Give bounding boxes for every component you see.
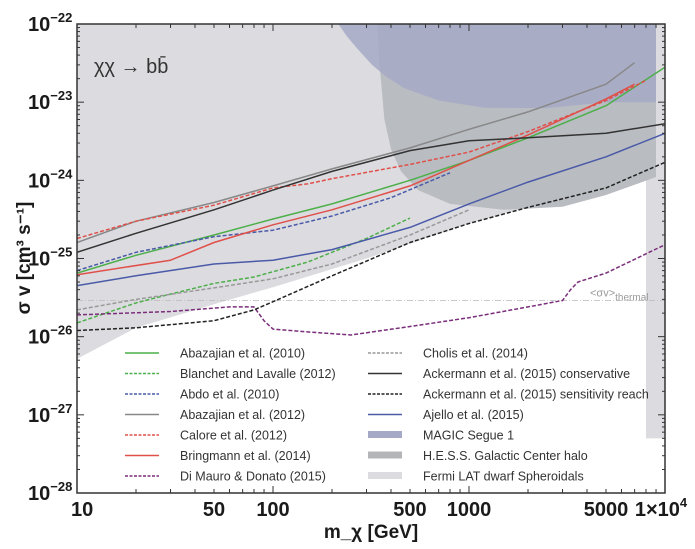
x-tick-label-base: 1000 [447, 499, 492, 521]
y-tick-label-exp: −27 [50, 401, 72, 416]
legend-swatch [368, 431, 402, 438]
region-magic-segue-1 [338, 24, 656, 109]
legend-swatch [368, 451, 402, 459]
legend-item: Abdo et al. (2010) [125, 388, 279, 402]
x-tick-label: 100 [256, 499, 289, 521]
y-tick-label: 10−22 [28, 10, 72, 36]
legend-item: MAGIC Segue 1 [368, 429, 514, 443]
y-tick-label: 10−27 [28, 401, 72, 427]
y-tick-label-base: 10 [28, 14, 50, 36]
series-calore-et-al-2012 [77, 79, 647, 240]
tick-labels: 10 50 100 500 1000 5000 1×10410−2210−2310−2410… [28, 10, 688, 521]
legend-label: Ajello et al. (2015) [423, 408, 524, 422]
legend-label: Abazajian et al. (2010) [180, 347, 305, 361]
y-tick-label-base: 10 [28, 327, 50, 349]
x-tick-label: 50 [203, 499, 225, 521]
legend-item: Calore et al. (2012) [125, 429, 287, 443]
y-tick-label: 10−25 [28, 245, 72, 271]
x-tick-label-base: 100 [256, 499, 289, 521]
legend-label: Bringmann et al. (2014) [180, 449, 311, 463]
legend-item: Abazajian et al. (2012) [125, 408, 305, 422]
legend-label: Calore et al. (2012) [180, 429, 287, 443]
legend-item: Cholis et al. (2014) [368, 347, 528, 361]
series-ackermann-et-al-2015-sensitivity-reach [77, 161, 665, 332]
series-bringmann-et-al-2014 [77, 83, 635, 276]
x-tick-label-exp: 4 [680, 495, 688, 510]
x-tick-label-base: 500 [393, 499, 426, 521]
y-tick-label-exp: −28 [50, 479, 72, 494]
series-di-mauro-donato-2015 [77, 244, 665, 336]
y-tick-label-base: 10 [28, 170, 50, 192]
series-abazajian-et-al-2012 [77, 62, 636, 244]
legend-label: Abazajian et al. (2012) [180, 408, 305, 422]
legend-label: MAGIC Segue 1 [423, 429, 514, 443]
legend: Abazajian et al. (2010) Blanchet and Lava… [125, 347, 649, 484]
x-axis-title: m_χ [GeV] [324, 522, 418, 543]
legend-item: Fermi LAT dwarf Spheroidals [368, 470, 584, 484]
y-tick-label-exp: −25 [50, 245, 72, 260]
x-tick-label-base: 10 [71, 499, 93, 521]
legend-item: Abazajian et al. (2010) [125, 347, 305, 361]
process-annotation: χχ → bb̄ [94, 55, 168, 78]
series-cholis-et-al-2014 [77, 209, 470, 311]
y-tick-label-base: 10 [28, 405, 50, 427]
legend-label: Blanchet and Lavalle (2012) [180, 367, 336, 381]
legend-item: H.E.S.S. Galactic Center halo [368, 449, 588, 463]
x-tick-label: 1×104 [635, 495, 688, 521]
y-tick-label: 10−28 [28, 479, 72, 505]
y-tick-label-exp: −26 [50, 323, 72, 338]
legend-swatch [368, 472, 402, 479]
y-tick-label-exp: −24 [50, 166, 73, 181]
thermal-label-main: <σv> [590, 288, 615, 300]
series-ajello-et-al-2015 [77, 132, 665, 287]
series-abdo-et-al-2010 [77, 172, 451, 272]
legend-label: Ackermann et al. (2015) sensitivity reac… [423, 388, 649, 402]
legend-label: Fermi LAT dwarf Spheroidals [423, 470, 584, 484]
x-tick-label-base: 5000 [584, 499, 629, 521]
y-tick-label-base: 10 [28, 249, 50, 271]
series-lines [77, 62, 665, 336]
series-ackermann-et-al-2015-conservative [77, 122, 665, 254]
x-tick-label: 10 [71, 499, 93, 521]
x-tick-label: 500 [393, 499, 426, 521]
legend-item: Bringmann et al. (2014) [125, 449, 311, 463]
y-tick-label-base: 10 [28, 483, 50, 505]
legend-label: Abdo et al. (2010) [180, 388, 279, 402]
legend-item: Ackermann et al. (2015) sensitivity reac… [368, 388, 649, 402]
legend-item: Blanchet and Lavalle (2012) [125, 367, 336, 381]
y-tick-label-base: 10 [28, 92, 50, 114]
y-tick-label: 10−26 [28, 323, 72, 349]
y-tick-label-exp: −22 [50, 10, 72, 25]
thermal-label: <σv>thermal [590, 288, 649, 304]
x-tick-label: 5000 [584, 499, 629, 521]
x-tick-label-base: 50 [203, 499, 225, 521]
legend-item: Ajello et al. (2015) [368, 408, 524, 422]
y-tick-label-exp: −23 [50, 88, 72, 103]
plot-frame [76, 23, 666, 494]
series-abazajian-et-al-2010 [77, 66, 665, 274]
y-tick-label: 10−24 [28, 166, 73, 192]
legend-item: Ackermann et al. (2015) conservative [368, 367, 630, 381]
y-axis-title: σ v [cm³ s⁻¹] [14, 202, 35, 315]
legend-label: H.E.S.S. Galactic Center halo [423, 449, 588, 463]
legend-label: Ackermann et al. (2015) conservative [423, 367, 630, 381]
thermal-label-sub: thermal [615, 293, 648, 304]
x-tick-label-base: 1×10 [635, 499, 680, 521]
y-tick-label: 10−23 [28, 88, 72, 114]
legend-label: Di Mauro & Donato (2015) [180, 470, 326, 484]
legend-label: Cholis et al. (2014) [423, 347, 528, 361]
legend-item: Di Mauro & Donato (2015) [125, 470, 326, 484]
x-tick-label: 1000 [447, 499, 492, 521]
